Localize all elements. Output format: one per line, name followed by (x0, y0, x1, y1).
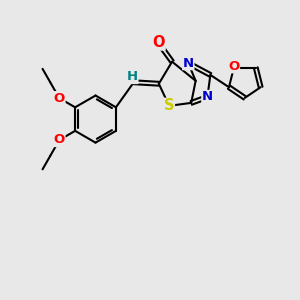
Text: O: O (54, 92, 65, 105)
Text: O: O (228, 60, 239, 73)
Text: O: O (54, 134, 65, 146)
Text: O: O (153, 35, 165, 50)
Text: H: H (127, 70, 138, 83)
Text: S: S (164, 98, 174, 113)
Text: N: N (202, 91, 213, 103)
Text: N: N (183, 57, 194, 70)
